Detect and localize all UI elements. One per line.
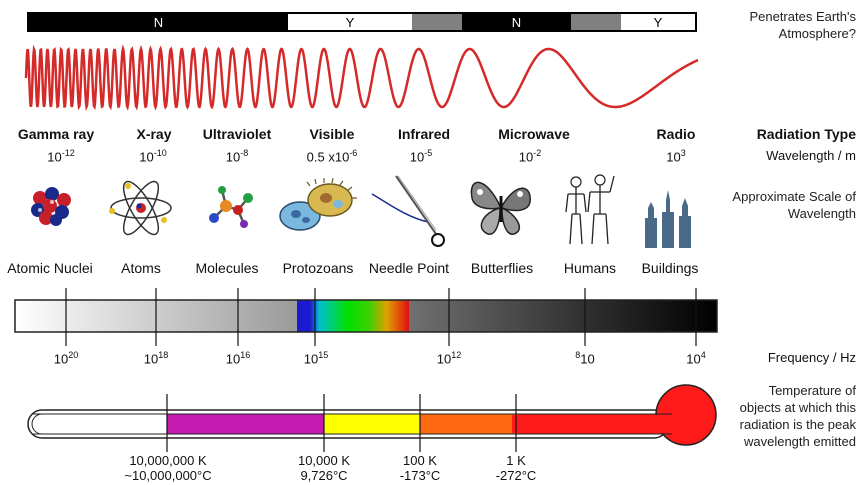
wavelength-wave <box>24 44 699 112</box>
buildings-icon <box>645 190 691 248</box>
radiation-name-gamma: Gamma ray <box>17 126 95 142</box>
atmosphere-penetration-bar: N Y N Y <box>27 12 697 32</box>
atmosphere-question: Penetrates Earth's Atmosphere? <box>749 9 856 41</box>
frequency-label: 1015 <box>303 350 329 367</box>
radiation-name-radio: Radio <box>656 126 696 142</box>
frequency-bar <box>14 288 718 346</box>
radiation-name-ultraviolet: Ultraviolet <box>202 126 272 142</box>
frequency-label: 810 <box>575 350 595 367</box>
needle-icon <box>371 175 445 247</box>
scale-label: Buildings <box>641 260 699 276</box>
butterfly-icon <box>470 181 531 235</box>
atmosphere-segment: Y <box>288 14 412 30</box>
scale-label: Atomic Nuclei <box>7 260 93 276</box>
wavelength-value: 10-8 <box>225 148 249 165</box>
wavelength-value: 10-5 <box>409 148 433 165</box>
protozoan-icon <box>279 177 357 231</box>
frequency-label: 1016 <box>225 350 251 367</box>
frequency-label: 1012 <box>436 350 462 367</box>
temperature-label: 10,000,000 K ~10,000,000°C <box>124 453 212 483</box>
radiation-type-header: Radiation Type <box>756 126 856 142</box>
frequency-header: Frequency / Hz <box>767 350 856 365</box>
atmosphere-segment <box>412 14 462 30</box>
atomic-nucleus-icon <box>31 187 71 226</box>
radiation-name-xray: X-ray <box>136 126 172 142</box>
wavelength-header: Wavelength / m <box>766 148 856 163</box>
frequency-label: 1020 <box>53 350 79 367</box>
radiation-name-visible: Visible <box>309 126 355 142</box>
atmosphere-segment: N <box>29 14 288 30</box>
wavelength-value: 0.5 x10-6 <box>306 148 358 165</box>
frequency-label: 1018 <box>143 350 169 367</box>
wave-line <box>24 44 699 112</box>
thermometer <box>27 384 717 452</box>
scale-label: Needle Point <box>368 260 450 276</box>
humans-icon <box>565 174 615 245</box>
temperature-header: Temperature of objects at which this rad… <box>739 383 856 449</box>
temperature-label: 10,000 K 9,726°C <box>297 453 351 483</box>
atmosphere-segment: Y <box>621 14 695 30</box>
atmosphere-segment <box>571 14 621 30</box>
scale-label: Atoms <box>121 260 161 276</box>
frequency-label: 104 <box>686 350 706 367</box>
molecule-icon <box>209 186 253 228</box>
wavelength-value: 103 <box>666 148 686 165</box>
scale-label: Molecules <box>195 260 259 276</box>
radiation-name-microwave: Microwave <box>498 126 570 142</box>
wavelength-value: 10-2 <box>518 148 542 165</box>
scale-label: Protozoans <box>282 260 354 276</box>
temperature-label: 100 K -173°C <box>399 453 441 483</box>
wavelength-value: 10-12 <box>47 148 75 165</box>
atom-icon <box>109 180 172 236</box>
scale-header: Approximate Scale of Wavelength <box>732 189 856 221</box>
scale-label: Butterflies <box>470 260 534 276</box>
wavelength-value: 10-10 <box>139 148 167 165</box>
atmosphere-segment: N <box>462 14 571 30</box>
radiation-name-infrared: Infrared <box>397 126 451 142</box>
temperature-label: 1 K -272°C <box>495 453 537 483</box>
scale-label: Humans <box>563 260 617 276</box>
